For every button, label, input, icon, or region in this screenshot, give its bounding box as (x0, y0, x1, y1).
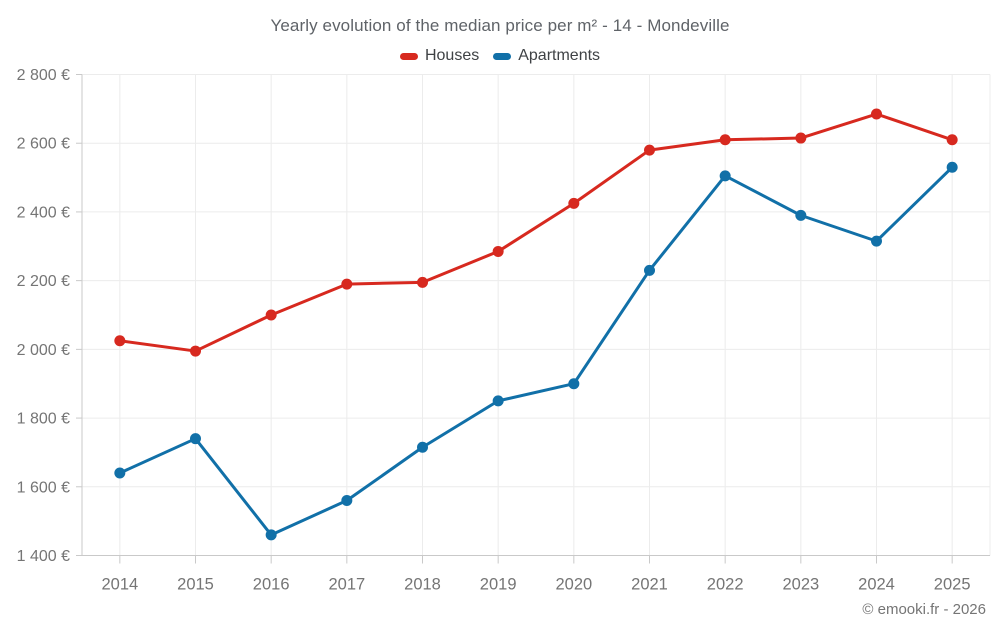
tick-marks (76, 74, 953, 564)
houses-point-2015[interactable] (190, 345, 201, 357)
houses-point-2024[interactable] (871, 108, 882, 120)
x-axis-label: 2015 (177, 576, 214, 594)
x-axis-label: 2016 (253, 576, 290, 594)
houses-point-2014[interactable] (114, 335, 126, 347)
x-axis-label: 2017 (328, 576, 365, 594)
y-axis-label: 2 000 € (17, 342, 70, 359)
houses-line (118, 112, 954, 353)
apartments-point-2024[interactable] (871, 235, 882, 247)
x-axis-label: 2022 (707, 576, 744, 594)
houses-legend-swatch-icon (399, 52, 418, 60)
houses-point-2020[interactable] (568, 197, 580, 209)
x-axis-label: 2014 (101, 576, 138, 594)
x-axis-label: 2021 (631, 576, 668, 594)
y-axis-label: 1 600 € (17, 479, 70, 496)
apartments-point-2022[interactable] (719, 170, 731, 182)
houses-point-2023[interactable] (795, 132, 807, 144)
x-axis-label: 2024 (858, 576, 895, 594)
apartments-point-2021[interactable] (644, 264, 655, 276)
apartments-point-2025[interactable] (946, 161, 958, 173)
x-axis-label: 2018 (404, 576, 441, 594)
apartments-point-2016[interactable] (265, 529, 277, 541)
x-axis-label: 2019 (480, 576, 517, 594)
axes (81, 74, 990, 556)
x-axis-label: 2020 (555, 576, 592, 594)
apartments-point-2020[interactable] (568, 378, 580, 390)
y-axis-label: 2 200 € (17, 273, 70, 290)
copyright: © emooki.fr - 2026 (862, 601, 986, 618)
gridlines (82, 74, 991, 556)
apartments-point-2023[interactable] (795, 209, 807, 221)
x-axis-label: 2025 (934, 576, 971, 594)
houses-point-2018[interactable] (417, 276, 428, 288)
legend: Houses Apartments (0, 47, 1000, 65)
legend-label-apartments: Apartments (518, 47, 601, 64)
x-axis-label: 2023 (782, 576, 819, 594)
apartments-point-2019[interactable] (492, 395, 504, 407)
axis-labels: 2 800 € 2 600 € 2 400 € 2 200 € 2 000 € 1 800… (17, 67, 971, 594)
legend-item-apartments[interactable]: Apartments (493, 47, 600, 65)
legend-label-houses: Houses (424, 47, 480, 64)
houses-point-2022[interactable] (719, 134, 731, 146)
apartments-point-2015[interactable] (190, 433, 201, 445)
y-axis-label: 2 400 € (17, 204, 70, 221)
apartments-line (118, 165, 954, 537)
apartments-point-2018[interactable] (417, 441, 428, 453)
y-axis-label: 1 800 € (17, 411, 70, 428)
houses-point-2021[interactable] (644, 144, 655, 156)
houses-series (114, 108, 958, 357)
apartments-point-2014[interactable] (114, 467, 126, 479)
houses-point-2025[interactable] (946, 134, 958, 146)
houses-point-2017[interactable] (341, 278, 353, 290)
chart-title: Yearly evolution of the median price per… (270, 16, 730, 35)
houses-point-2016[interactable] (265, 309, 277, 321)
legend-item-houses[interactable]: Houses (399, 47, 480, 65)
y-axis-label: 1 400 € (17, 548, 70, 565)
apartments-point-2017[interactable] (341, 495, 353, 507)
apartments-series (114, 161, 958, 541)
houses-point-2019[interactable] (492, 245, 504, 257)
y-axis-label: 2 800 € (17, 67, 70, 84)
y-axis-label: 2 600 € (17, 136, 70, 153)
apartments-legend-swatch-icon (493, 52, 512, 60)
